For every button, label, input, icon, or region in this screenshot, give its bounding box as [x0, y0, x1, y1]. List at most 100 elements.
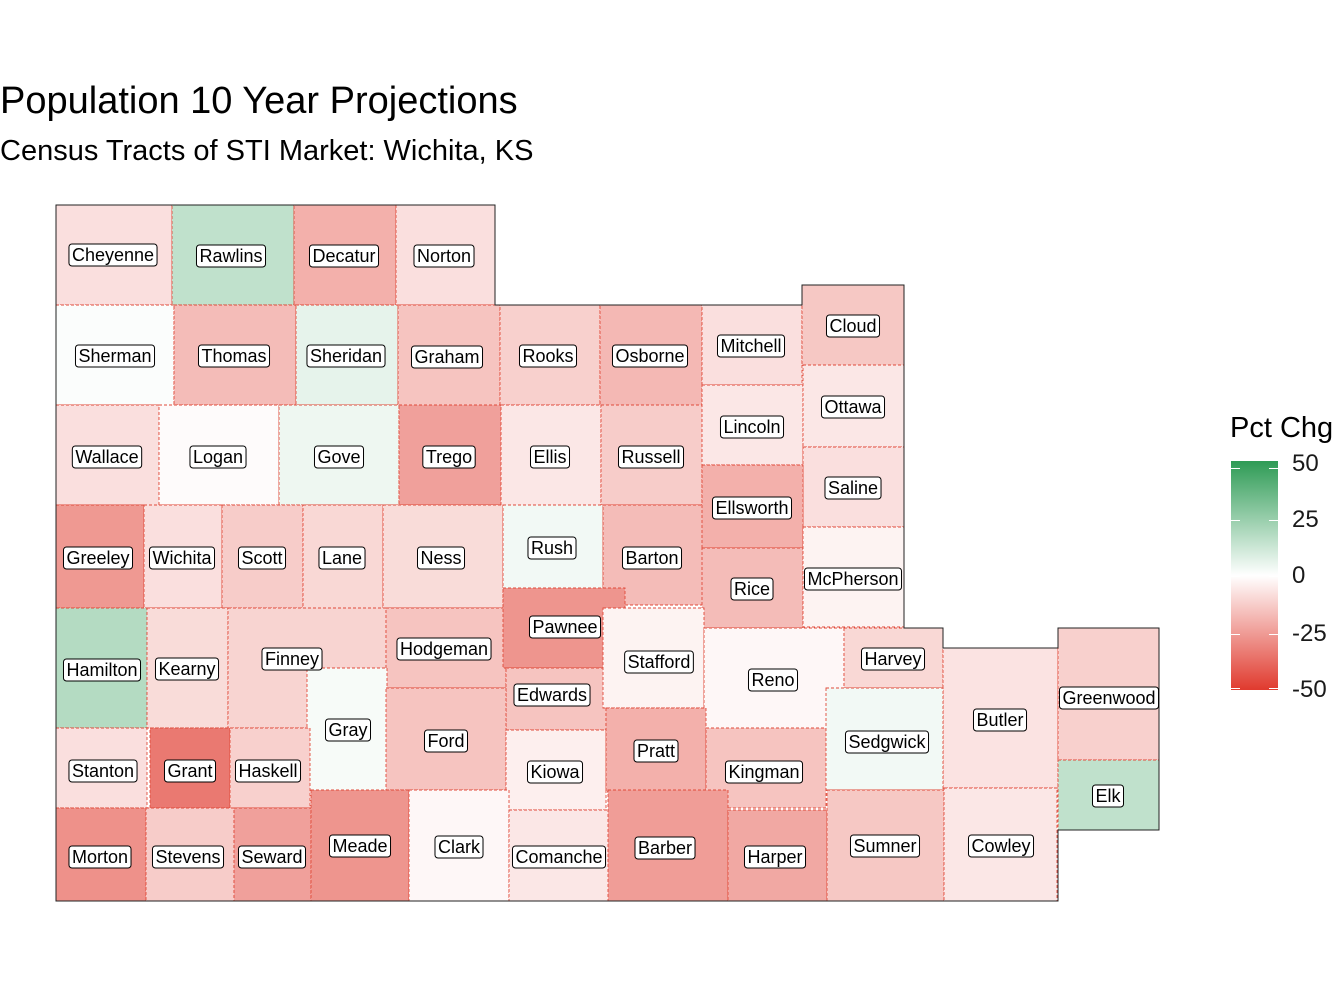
map-subtitle: Census Tracts of STI Market: Wichita, KS [0, 135, 534, 167]
county-labels: Cheyenne Rawlins Decatur Norton Sherman Thoma… [62, 243, 1160, 869]
legend-label: -50 [1292, 676, 1327, 703]
county-label-text: Norton [417, 246, 471, 266]
county-label-box [148, 546, 216, 570]
county-label-text: Russell [621, 447, 680, 467]
county-label-barton: Barton [621, 546, 683, 570]
county-label-box [423, 729, 469, 753]
county-label-box [624, 650, 694, 674]
county-label-edwards: Edwards [513, 683, 591, 707]
county-label-mcpherson: McPherson [803, 567, 903, 591]
county-label-box [434, 835, 484, 859]
county-label-trego: Trego [422, 445, 476, 469]
county-label-box [743, 845, 807, 869]
county-label-text: Barton [625, 548, 678, 568]
county-label-haskell: Haskell [234, 759, 302, 783]
legend-tick [1231, 688, 1240, 689]
county-label-text: Stanton [72, 761, 134, 781]
county-label-text: Harvey [864, 649, 921, 669]
county-label-text: Scott [241, 548, 282, 568]
county-label-box [189, 445, 247, 469]
county-label-text: Reno [751, 670, 794, 690]
county-label-text: Sumner [853, 836, 916, 856]
county-label-box [1058, 686, 1160, 710]
county-label-cowley: Cowley [967, 834, 1035, 858]
county-label-text: Butler [976, 710, 1023, 730]
legend-label: 50 [1292, 450, 1319, 477]
map-title: Population 10 Year Projections [0, 80, 518, 122]
county-label-reno: Reno [747, 668, 799, 692]
county-label-ness: Ness [416, 546, 466, 570]
county-label-box [237, 845, 307, 869]
county-label-text: Rush [531, 538, 573, 558]
county-label-text: Saline [828, 478, 878, 498]
county-label-osborne: Osborne [611, 344, 689, 368]
county-label-lincoln: Lincoln [719, 415, 785, 439]
county-label-box [328, 834, 392, 858]
county-label-box [306, 344, 386, 368]
county-label-ellsworth: Ellsworth [711, 496, 793, 520]
county-label-box [413, 244, 475, 268]
county-label-kingman: Kingman [724, 760, 804, 784]
county-label-text: Edwards [517, 685, 587, 705]
county-label-ford: Ford [423, 729, 469, 753]
county-label-box [716, 334, 786, 358]
county-label-rice: Rice [730, 577, 774, 601]
county-label-box [747, 668, 799, 692]
county-label-logan: Logan [189, 445, 247, 469]
county-label-text: Ford [427, 731, 464, 751]
county-label-stafford: Stafford [624, 650, 694, 674]
county-label-stevens: Stevens [151, 845, 225, 869]
county-label-text: Kingman [728, 762, 799, 782]
county-label-box [151, 845, 225, 869]
county-label-box [261, 647, 323, 671]
county-label-morton: Morton [68, 845, 132, 869]
county-label-norton: Norton [413, 244, 475, 268]
legend-label: 0 [1292, 562, 1306, 589]
county-label-text: Gray [328, 720, 367, 740]
county-label-text: Seward [241, 847, 302, 867]
county-label-text: Stevens [155, 847, 220, 867]
legend-tick [1269, 468, 1278, 469]
county-label-box [237, 546, 287, 570]
county-label-hamilton: Hamilton [62, 658, 142, 682]
county-label-box [416, 546, 466, 570]
county-label-box [68, 243, 158, 267]
county-label-sherman: Sherman [74, 344, 156, 368]
county-label-comanche: Comanche [511, 845, 607, 869]
county-label-box [313, 445, 365, 469]
county-label-box [526, 760, 584, 784]
county-label-text: Morton [72, 847, 128, 867]
county-label-box [234, 759, 302, 783]
county-label-mitchell: Mitchell [716, 334, 786, 358]
county-label-box [511, 845, 607, 869]
county-label-grant: Grant [163, 759, 217, 783]
county-label-ottawa: Ottawa [820, 395, 886, 419]
county-label-box [611, 344, 689, 368]
county-label-box [62, 658, 142, 682]
legend-title: Pct Chg [1230, 412, 1334, 444]
county-label-box [730, 577, 774, 601]
county-label-pawnee: Pawnee [528, 615, 602, 639]
county-label-text: Rooks [522, 346, 573, 366]
county-label-box [860, 647, 926, 671]
county-label-cloud: Cloud [825, 314, 881, 338]
county-label-box [195, 244, 267, 268]
legend-tick [1231, 520, 1240, 521]
county-label-text: Finney [265, 649, 319, 669]
county-label-text: Ottawa [824, 397, 882, 417]
county-label-box [820, 395, 886, 419]
county-label-text: Osborne [615, 346, 684, 366]
county-label-text: McPherson [807, 569, 898, 589]
county-label-text: Hodgeman [400, 639, 488, 659]
county-label-box [711, 496, 793, 520]
county-label-text: Cheyenne [72, 245, 154, 265]
county-label-text: Cloud [829, 316, 876, 336]
county-label-rawlins: Rawlins [195, 244, 267, 268]
legend-tick [1231, 634, 1240, 635]
county-label-text: Sheridan [310, 346, 382, 366]
county-label-cheyenne: Cheyenne [68, 243, 158, 267]
county-label-box [824, 476, 882, 500]
county-label-graham: Graham [410, 345, 484, 369]
county-label-box [967, 834, 1035, 858]
legend-colorbar [1231, 461, 1278, 690]
